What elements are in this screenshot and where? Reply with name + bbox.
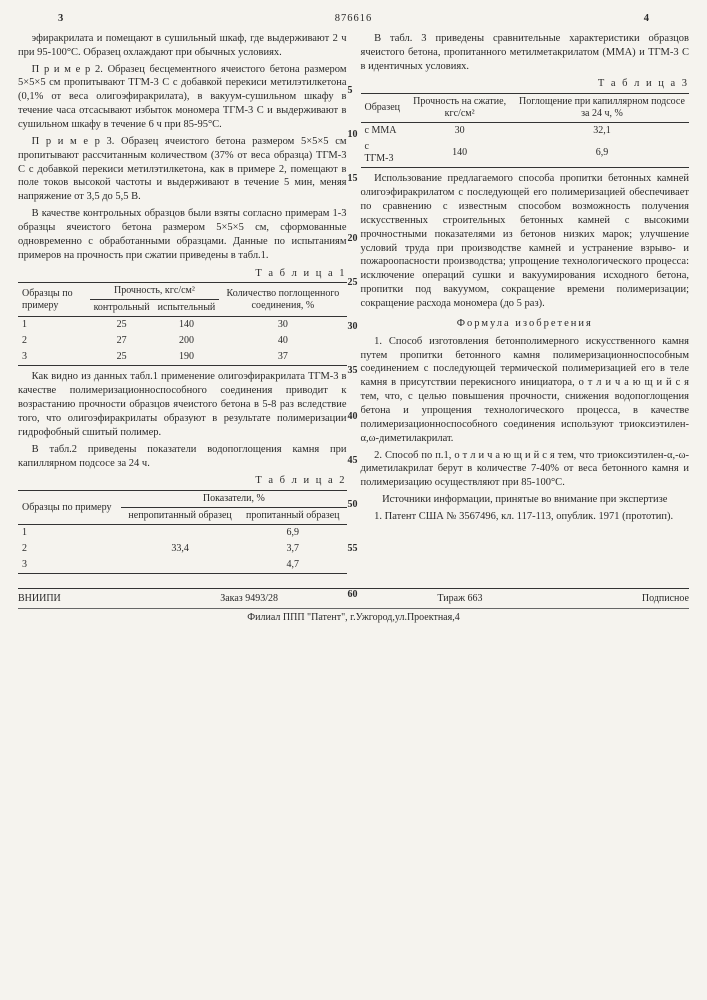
left-column: эфиракрилата и помещают в сушильный шкаф… <box>18 32 347 578</box>
page-header: 3 876616 4 <box>18 12 689 26</box>
line-number: 55 <box>348 542 358 555</box>
formula-heading: Формула изобретения <box>361 317 690 331</box>
footer-b: Заказ 9493/28 <box>220 592 278 605</box>
table-row: 22720040 <box>18 333 347 349</box>
line-number: 15 <box>348 172 358 185</box>
footer-address: Филиал ППП "Патент", г.Ужгород,ул.Проект… <box>18 608 689 624</box>
cell: 140 <box>404 139 515 168</box>
line-number: 60 <box>348 588 358 601</box>
t1-h2: Прочность, кгс/см² <box>90 283 220 300</box>
cell: 1 <box>18 317 90 334</box>
claim-2: 2. Способ по п.1, о т л и ч а ю щ и й с … <box>361 449 690 491</box>
para: Как видно из данных табл.1 применение ол… <box>18 370 347 439</box>
patent-number: 876616 <box>335 12 373 26</box>
cell: 3 <box>18 557 121 574</box>
line-number: 20 <box>348 232 358 245</box>
cell: 3,7 <box>239 541 346 557</box>
line-number: 40 <box>348 410 358 423</box>
cell: 2 <box>18 333 90 349</box>
claim-1: 1. Способ изготовления бетонполимерного … <box>361 335 690 446</box>
cell: 25 <box>90 349 154 366</box>
table-row: 34,7 <box>18 557 347 574</box>
right-column: В табл. 3 приведены сравнительные характ… <box>361 32 690 578</box>
line-number: 45 <box>348 454 358 467</box>
table-row: 16,9 <box>18 525 347 542</box>
table-3: Образец Прочность на сжатие, кгс/см² Пог… <box>361 93 690 168</box>
cell <box>121 525 239 542</box>
line-number: 25 <box>348 276 358 289</box>
para: П р и м е р 2. Образец бесцементного яче… <box>18 63 347 132</box>
table3-label: Т а б л и ц а 3 <box>361 77 690 91</box>
line-number: 10 <box>348 128 358 141</box>
table-row: с ММА3032,1 <box>361 123 690 140</box>
para: эфиракрилата и помещают в сушильный шкаф… <box>18 32 347 60</box>
para: П р и м е р 3. Образец ячеистого бетона … <box>18 135 347 204</box>
t3-h2: Прочность на сжатие, кгс/см² <box>404 94 515 123</box>
table-row: 32519037 <box>18 349 347 366</box>
cell: 25 <box>90 317 154 334</box>
cell: 6,9 <box>239 525 346 542</box>
t2-h2a: непропитанный образец <box>121 508 239 525</box>
footer-a: ВНИИПИ <box>18 592 61 605</box>
cell: 27 <box>90 333 154 349</box>
cell: 190 <box>154 349 220 366</box>
cell: 6,9 <box>515 139 689 168</box>
t3-h1: Образец <box>361 94 405 123</box>
cell: 2 <box>18 541 121 557</box>
t2-h1: Образцы по примеру <box>18 491 121 525</box>
cell: 3 <box>18 349 90 366</box>
table-1: Образцы по примеру Прочность, кгс/см² Ко… <box>18 282 347 366</box>
footer-c: Тираж 663 <box>437 592 482 605</box>
footer-d: Подписное <box>642 592 689 605</box>
line-number: 35 <box>348 364 358 377</box>
para: В табл.2 приведены показатели водопоглощ… <box>18 443 347 471</box>
t1-h1: Образцы по примеру <box>18 283 90 317</box>
page-left: 3 <box>58 12 63 26</box>
table-row: 12514030 <box>18 317 347 334</box>
t1-h3: Количество поглощенного соединения, % <box>219 283 346 317</box>
t1-h2b: испытельный <box>154 300 220 317</box>
cell: 30 <box>219 317 346 334</box>
line-number: 5 <box>348 84 353 97</box>
t2-h2b: пропитанный образец <box>239 508 346 525</box>
para: Использование предлагаемого способа проп… <box>361 172 690 311</box>
cell: 32,1 <box>515 123 689 140</box>
line-number: 50 <box>348 498 358 511</box>
cell <box>121 557 239 574</box>
para: В качестве контрольных образцов были взя… <box>18 207 347 262</box>
cell: 37 <box>219 349 346 366</box>
cell: 140 <box>154 317 220 334</box>
table-row: с ТГМ-31406,9 <box>361 139 690 168</box>
table2-label: Т а б л и ц а 2 <box>18 474 347 488</box>
cell: 33,4 <box>121 541 239 557</box>
table-row: 233,43,7 <box>18 541 347 557</box>
cell: 200 <box>154 333 220 349</box>
t1-h2a: контрольный <box>90 300 154 317</box>
cell: с ММА <box>361 123 405 140</box>
table-2: Образцы по примеру Показатели, % непропи… <box>18 490 347 574</box>
page-right: 4 <box>644 12 649 26</box>
cell: с ТГМ-3 <box>361 139 405 168</box>
cell: 4,7 <box>239 557 346 574</box>
para: В табл. 3 приведены сравнительные характ… <box>361 32 690 74</box>
source-1: 1. Патент США № 3567496, кл. 117-113, оп… <box>361 510 690 524</box>
cell: 30 <box>404 123 515 140</box>
cell: 40 <box>219 333 346 349</box>
t3-h3: Поглощение при капиллярном подсосе за 24… <box>515 94 689 123</box>
table1-label: Т а б л и ц а 1 <box>18 267 347 281</box>
sources-heading: Источники информации, принятые во вниман… <box>361 493 690 507</box>
cell: 1 <box>18 525 121 542</box>
line-number: 30 <box>348 320 358 333</box>
t2-h2: Показатели, % <box>121 491 346 508</box>
